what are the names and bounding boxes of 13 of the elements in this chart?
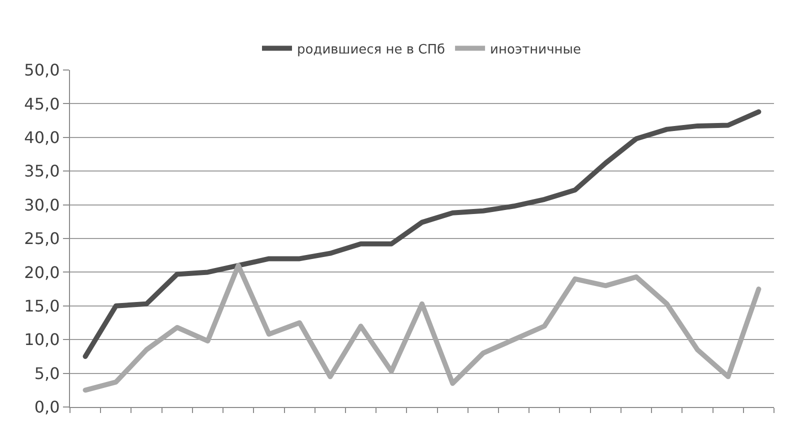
y-tick-label: 30,0 xyxy=(24,195,60,214)
y-tick-label: 35,0 xyxy=(24,162,60,181)
legend-label: иноэтничные xyxy=(490,42,582,58)
y-tick-label: 5,0 xyxy=(34,364,60,383)
legend-label: родившиеся не в СПб xyxy=(297,42,446,58)
y-tick-label: 40,0 xyxy=(24,128,60,147)
y-tick-label: 20,0 xyxy=(24,262,60,282)
y-tick-label: 10,0 xyxy=(24,330,60,350)
y-tick-label: 50,0 xyxy=(24,60,60,80)
y-tick-label: 15,0 xyxy=(24,296,60,316)
y-tick-label: 0,0 xyxy=(34,398,60,417)
y-tick-label: 25,0 xyxy=(24,229,60,248)
y-tick-label: 45,0 xyxy=(24,94,60,114)
